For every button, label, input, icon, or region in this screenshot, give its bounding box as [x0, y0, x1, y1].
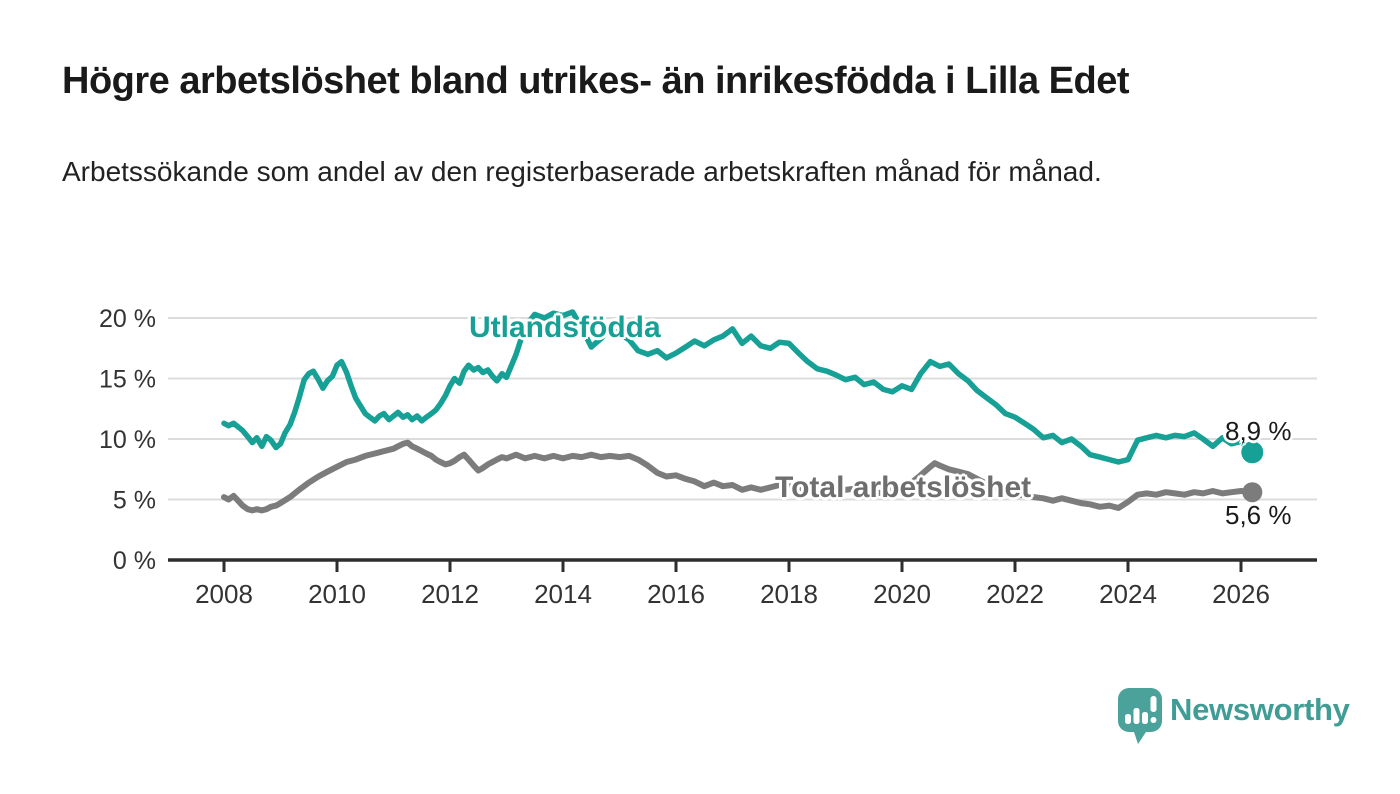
- end-value-label-utlandsfodda: 8,9 %: [1225, 416, 1292, 446]
- x-axis-tick-label: 2010: [308, 579, 366, 609]
- x-axis-tick-label: 2016: [647, 579, 705, 609]
- chart-subtitle: Arbetssökande som andel av den registerb…: [62, 156, 1102, 187]
- series-label-total-arbetsloshet: Total arbetslöshet: [775, 471, 1032, 504]
- series-end-dot-total-arbetsloshet: [1242, 482, 1263, 503]
- y-axis-tick-label: 0 %: [113, 547, 156, 575]
- x-axis-tick-label: 2024: [1099, 579, 1157, 609]
- x-axis-tick-label: 2026: [1212, 579, 1270, 609]
- x-axis-tick-label: 2022: [986, 579, 1044, 609]
- series-label-utlandsfodda: Utlandsfödda: [469, 311, 661, 344]
- chart-title: Högre arbetslöshet bland utrikes- än inr…: [62, 60, 1130, 102]
- end-value-label-total: 5,6 %: [1225, 500, 1292, 530]
- x-axis-tick-label: 2014: [534, 579, 592, 609]
- y-axis-tick-label: 20 %: [99, 305, 156, 333]
- y-axis-tick-label: 10 %: [99, 426, 156, 454]
- series-line-total-arbetsloshet: [221, 439, 1256, 514]
- x-axis-tick-label: 2020: [873, 579, 931, 609]
- newsworthy-wordmark: Newsworthy: [1170, 692, 1350, 727]
- x-axis-tick-label: 2012: [421, 579, 479, 609]
- series-line-utlandsfodda: [221, 309, 1256, 465]
- newsworthy-logo-icon: [1118, 688, 1162, 744]
- y-axis-tick-label: 15 %: [99, 366, 156, 394]
- y-axis-tick-label: 5 %: [113, 487, 156, 515]
- x-axis-tick-label: 2008: [195, 579, 253, 609]
- series-end-dot-utlandsfodda: [1241, 441, 1264, 464]
- x-axis-tick-label: 2018: [760, 579, 818, 609]
